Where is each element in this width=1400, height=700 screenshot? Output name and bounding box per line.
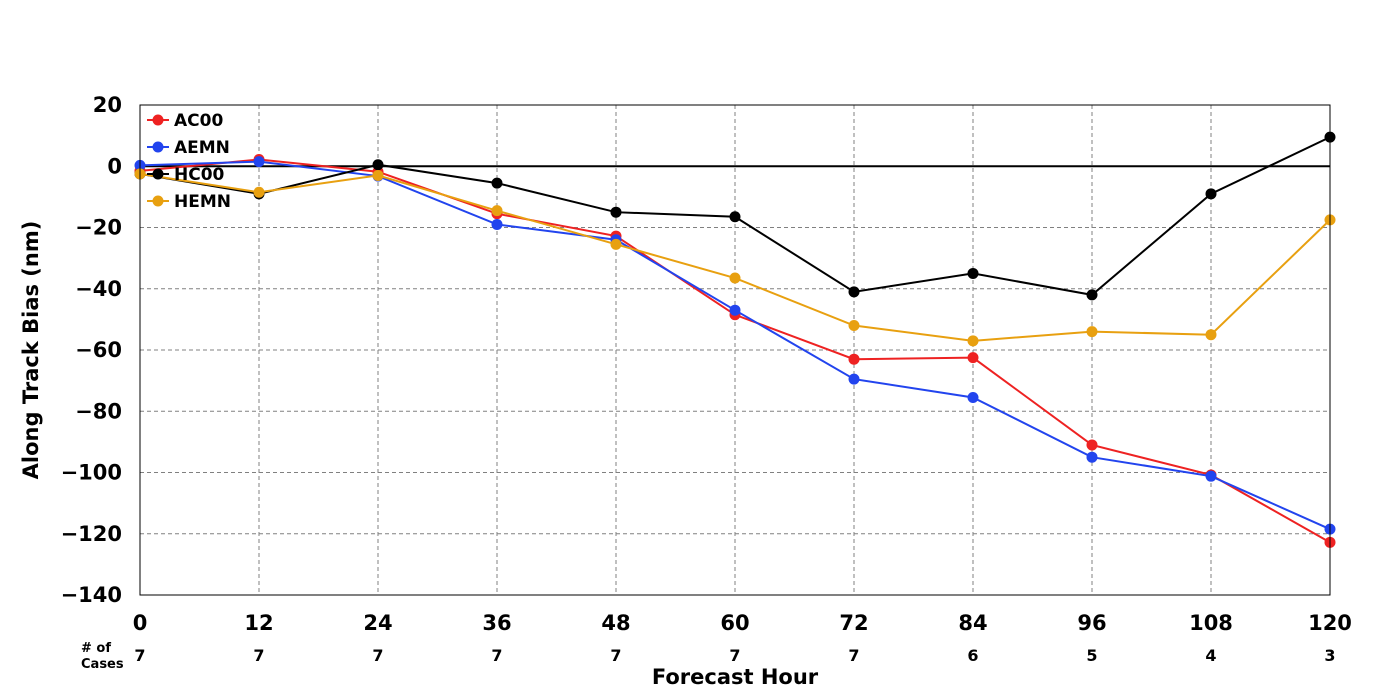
case-count: 7 [134, 646, 145, 665]
data-point-hc00 [729, 211, 741, 223]
data-point-hc00 [1205, 188, 1217, 200]
data-point-hemn [967, 335, 979, 347]
legend-label-hc00: HC00 [174, 165, 225, 185]
data-point-aemn [1086, 451, 1098, 463]
x-tick-labels: 0 12 24 36 48 60 72 84 96 108 120 [133, 611, 1352, 635]
case-count: 3 [1324, 646, 1335, 665]
x-tick-label: 120 [1308, 611, 1352, 635]
data-point-hc00 [372, 159, 384, 171]
data-point-hemn [1086, 326, 1098, 338]
x-axis-title: Forecast Hour [652, 665, 819, 689]
x-tick-label: 108 [1189, 611, 1233, 635]
x-tick-label: 96 [1077, 611, 1106, 635]
data-point-hemn [491, 205, 503, 217]
legend-item-hemn: HEMN [147, 192, 231, 212]
data-point-ac00 [967, 352, 979, 364]
data-point-aemn [848, 373, 860, 385]
y-tick-label: −120 [61, 522, 122, 546]
grid [140, 105, 1330, 595]
data-point-hemn [729, 272, 741, 284]
data-point-aemn [1205, 470, 1217, 482]
y-tick-label: −100 [61, 461, 122, 485]
case-count: 7 [253, 646, 264, 665]
case-count: 7 [848, 646, 859, 665]
y-tick-label: −60 [75, 338, 122, 362]
data-point-aemn [491, 218, 503, 230]
y-tick-label: −80 [75, 399, 122, 423]
data-point-hemn [610, 238, 622, 250]
data-point-ac00 [848, 353, 860, 365]
x-tick-label: 24 [363, 611, 392, 635]
x-tick-label: 60 [720, 611, 749, 635]
case-count: 7 [729, 646, 740, 665]
data-point-hemn [253, 186, 265, 198]
legend: AC00 AEMN HC00 HEMN [147, 111, 231, 212]
cases-row: # of Cases 7 7 7 7 7 7 7 6 5 4 3 [81, 641, 1336, 672]
y-tick-label: −40 [75, 277, 122, 301]
legend-item-aemn: AEMN [147, 138, 230, 158]
y-axis-title: Along Track Bias (nm) [19, 221, 43, 480]
y-tick-label: −140 [61, 583, 122, 607]
legend-label-hemn: HEMN [174, 192, 231, 212]
x-tick-label: 48 [601, 611, 630, 635]
data-point-aemn [967, 391, 979, 403]
y-tick-label: 0 [107, 154, 122, 178]
case-count: 4 [1205, 646, 1216, 665]
plot-frame [139, 104, 1331, 596]
data-point-hc00 [967, 267, 979, 279]
y-tick-label: 20 [93, 93, 122, 117]
legend-marker-hc00 [152, 168, 164, 180]
y-tick-labels: 20 0 −20 −40 −60 −80 −100 −120 −140 [61, 93, 122, 607]
legend-label-ac00: AC00 [174, 111, 223, 131]
case-count: 7 [491, 646, 502, 665]
x-tick-label: 84 [958, 611, 987, 635]
legend-item-hc00: HC00 [147, 165, 225, 185]
x-tick-label: 0 [133, 611, 148, 635]
data-point-hc00 [610, 206, 622, 218]
series-aemn [134, 156, 1336, 535]
case-count: 7 [610, 646, 621, 665]
case-count: 5 [1086, 646, 1097, 665]
x-tick-label: 72 [839, 611, 868, 635]
series-hc00 [134, 131, 1336, 301]
data-point-hc00 [1086, 289, 1098, 301]
y-tick-label: −20 [75, 216, 122, 240]
legend-label-aemn: AEMN [174, 138, 230, 158]
cases-label-line2: Cases [81, 657, 124, 672]
data-point-aemn [729, 304, 741, 316]
cases-label-line1: # of [81, 641, 111, 656]
x-tick-label: 36 [482, 611, 511, 635]
data-point-aemn [253, 156, 265, 168]
data-point-hc00 [491, 177, 503, 189]
case-count: 6 [967, 646, 978, 665]
legend-marker-hemn [152, 195, 164, 207]
case-count: 7 [372, 646, 383, 665]
data-point-ac00 [1086, 439, 1098, 451]
legend-marker-aemn [152, 141, 164, 153]
data-point-hemn [372, 169, 384, 181]
legend-item-ac00: AC00 [147, 111, 223, 131]
series-group [134, 131, 1336, 548]
data-point-hemn [848, 320, 860, 331]
legend-marker-ac00 [152, 114, 164, 126]
data-point-hc00 [848, 286, 860, 298]
data-point-hemn [1205, 329, 1217, 341]
x-tick-label: 12 [244, 611, 273, 635]
